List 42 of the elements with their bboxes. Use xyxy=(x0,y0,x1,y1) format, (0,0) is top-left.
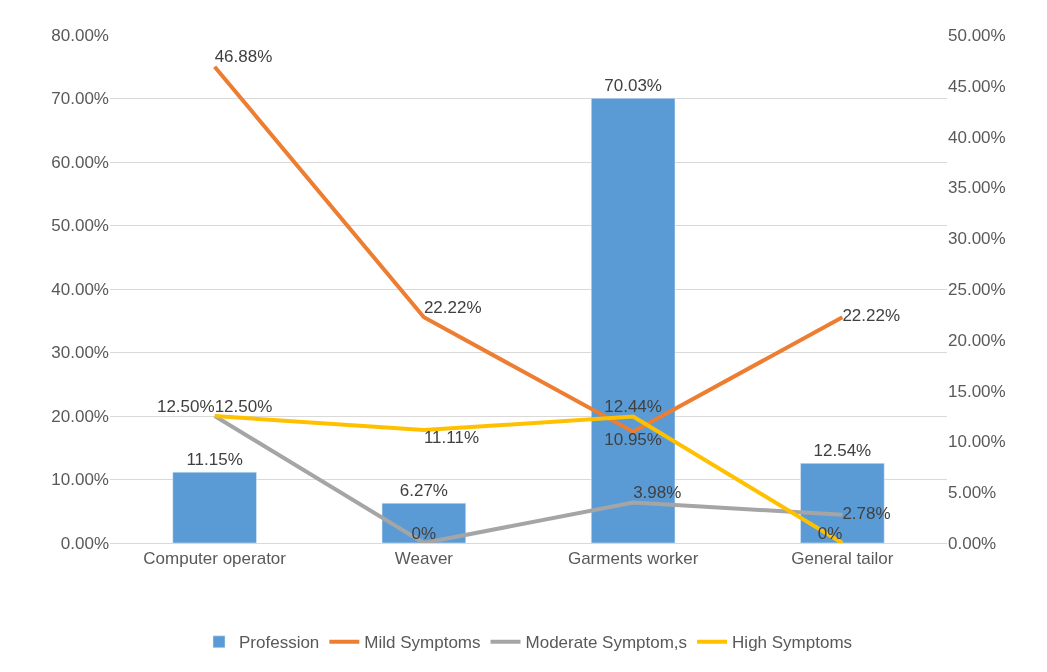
legend-label: Profession xyxy=(239,633,320,653)
data-label: 11.15% xyxy=(186,450,243,470)
legend-label: Moderate Symptom,s xyxy=(525,633,688,653)
y-tick-label: 60.00% xyxy=(51,152,109,172)
y-tick-label: 20.00% xyxy=(51,406,109,426)
data-label: 11.11% xyxy=(423,427,480,447)
y-tick-label: 0.00% xyxy=(60,533,109,553)
data-label: 10.95% xyxy=(604,429,662,449)
data-label: 70.03% xyxy=(604,76,662,96)
y2-tick-label: 50.00% xyxy=(948,25,1006,45)
y-tick-label: 70.00% xyxy=(51,89,109,109)
y2-tick-label: 5.00% xyxy=(948,483,997,503)
legend-label: Mild Symptoms xyxy=(364,633,481,653)
data-label: 6.27% xyxy=(399,481,448,501)
y2-tick-label: 30.00% xyxy=(948,229,1006,249)
bar xyxy=(172,471,257,543)
y2-tick-label: 10.00% xyxy=(948,432,1006,452)
data-label: 22.22% xyxy=(842,306,901,326)
data-label: 12.50% xyxy=(156,396,215,416)
data-label: 12.54% xyxy=(813,441,872,461)
x-tick-label: Computer operator xyxy=(143,549,287,569)
y-tick-label: 50.00% xyxy=(51,216,109,236)
data-label: 22.22% xyxy=(423,297,482,317)
y-tick-label: 40.00% xyxy=(51,279,109,299)
data-label: 0% xyxy=(411,523,437,543)
x-tick-label: Weaver xyxy=(394,549,454,569)
data-label: 12.50% xyxy=(214,396,273,416)
y2-tick-label: 35.00% xyxy=(948,178,1006,198)
y2-tick-label: 15.00% xyxy=(948,381,1006,401)
data-label: 46.88% xyxy=(214,47,273,67)
y2-tick-label: 40.00% xyxy=(948,127,1006,147)
y2-tick-label: 45.00% xyxy=(948,76,1006,96)
x-tick-label: Garments worker xyxy=(567,549,699,569)
y2-tick-label: 0.00% xyxy=(948,533,997,553)
y2-tick-label: 25.00% xyxy=(948,279,1006,299)
y-tick-label: 10.00% xyxy=(51,470,109,490)
y-tick-label: 30.00% xyxy=(51,343,109,363)
data-label: 12.44% xyxy=(604,397,662,417)
y2-tick-label: 20.00% xyxy=(948,330,1006,350)
legend-label: High Symptoms xyxy=(732,633,853,653)
y-tick-label: 80.00% xyxy=(51,25,109,45)
x-tick-label: General tailor xyxy=(791,549,894,569)
